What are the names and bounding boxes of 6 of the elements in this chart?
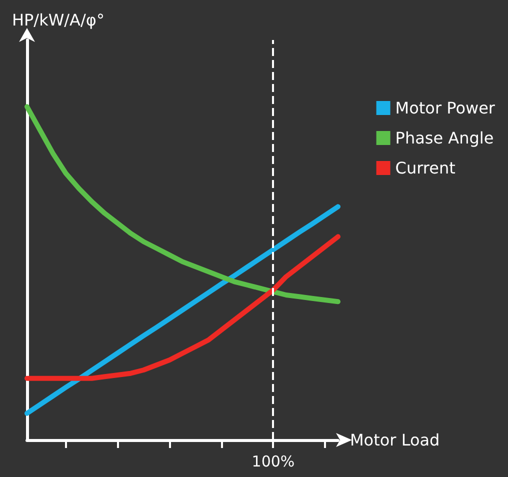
text: 100% bbox=[252, 452, 295, 470]
x-axis-title: Motor Load bbox=[350, 430, 440, 450]
y-axis-title: HP/kW/A/φ° bbox=[12, 10, 104, 30]
legend-label: Motor Power bbox=[395, 98, 496, 118]
legend-label: Phase Angle bbox=[395, 128, 494, 148]
legend-label: Current bbox=[395, 158, 456, 178]
